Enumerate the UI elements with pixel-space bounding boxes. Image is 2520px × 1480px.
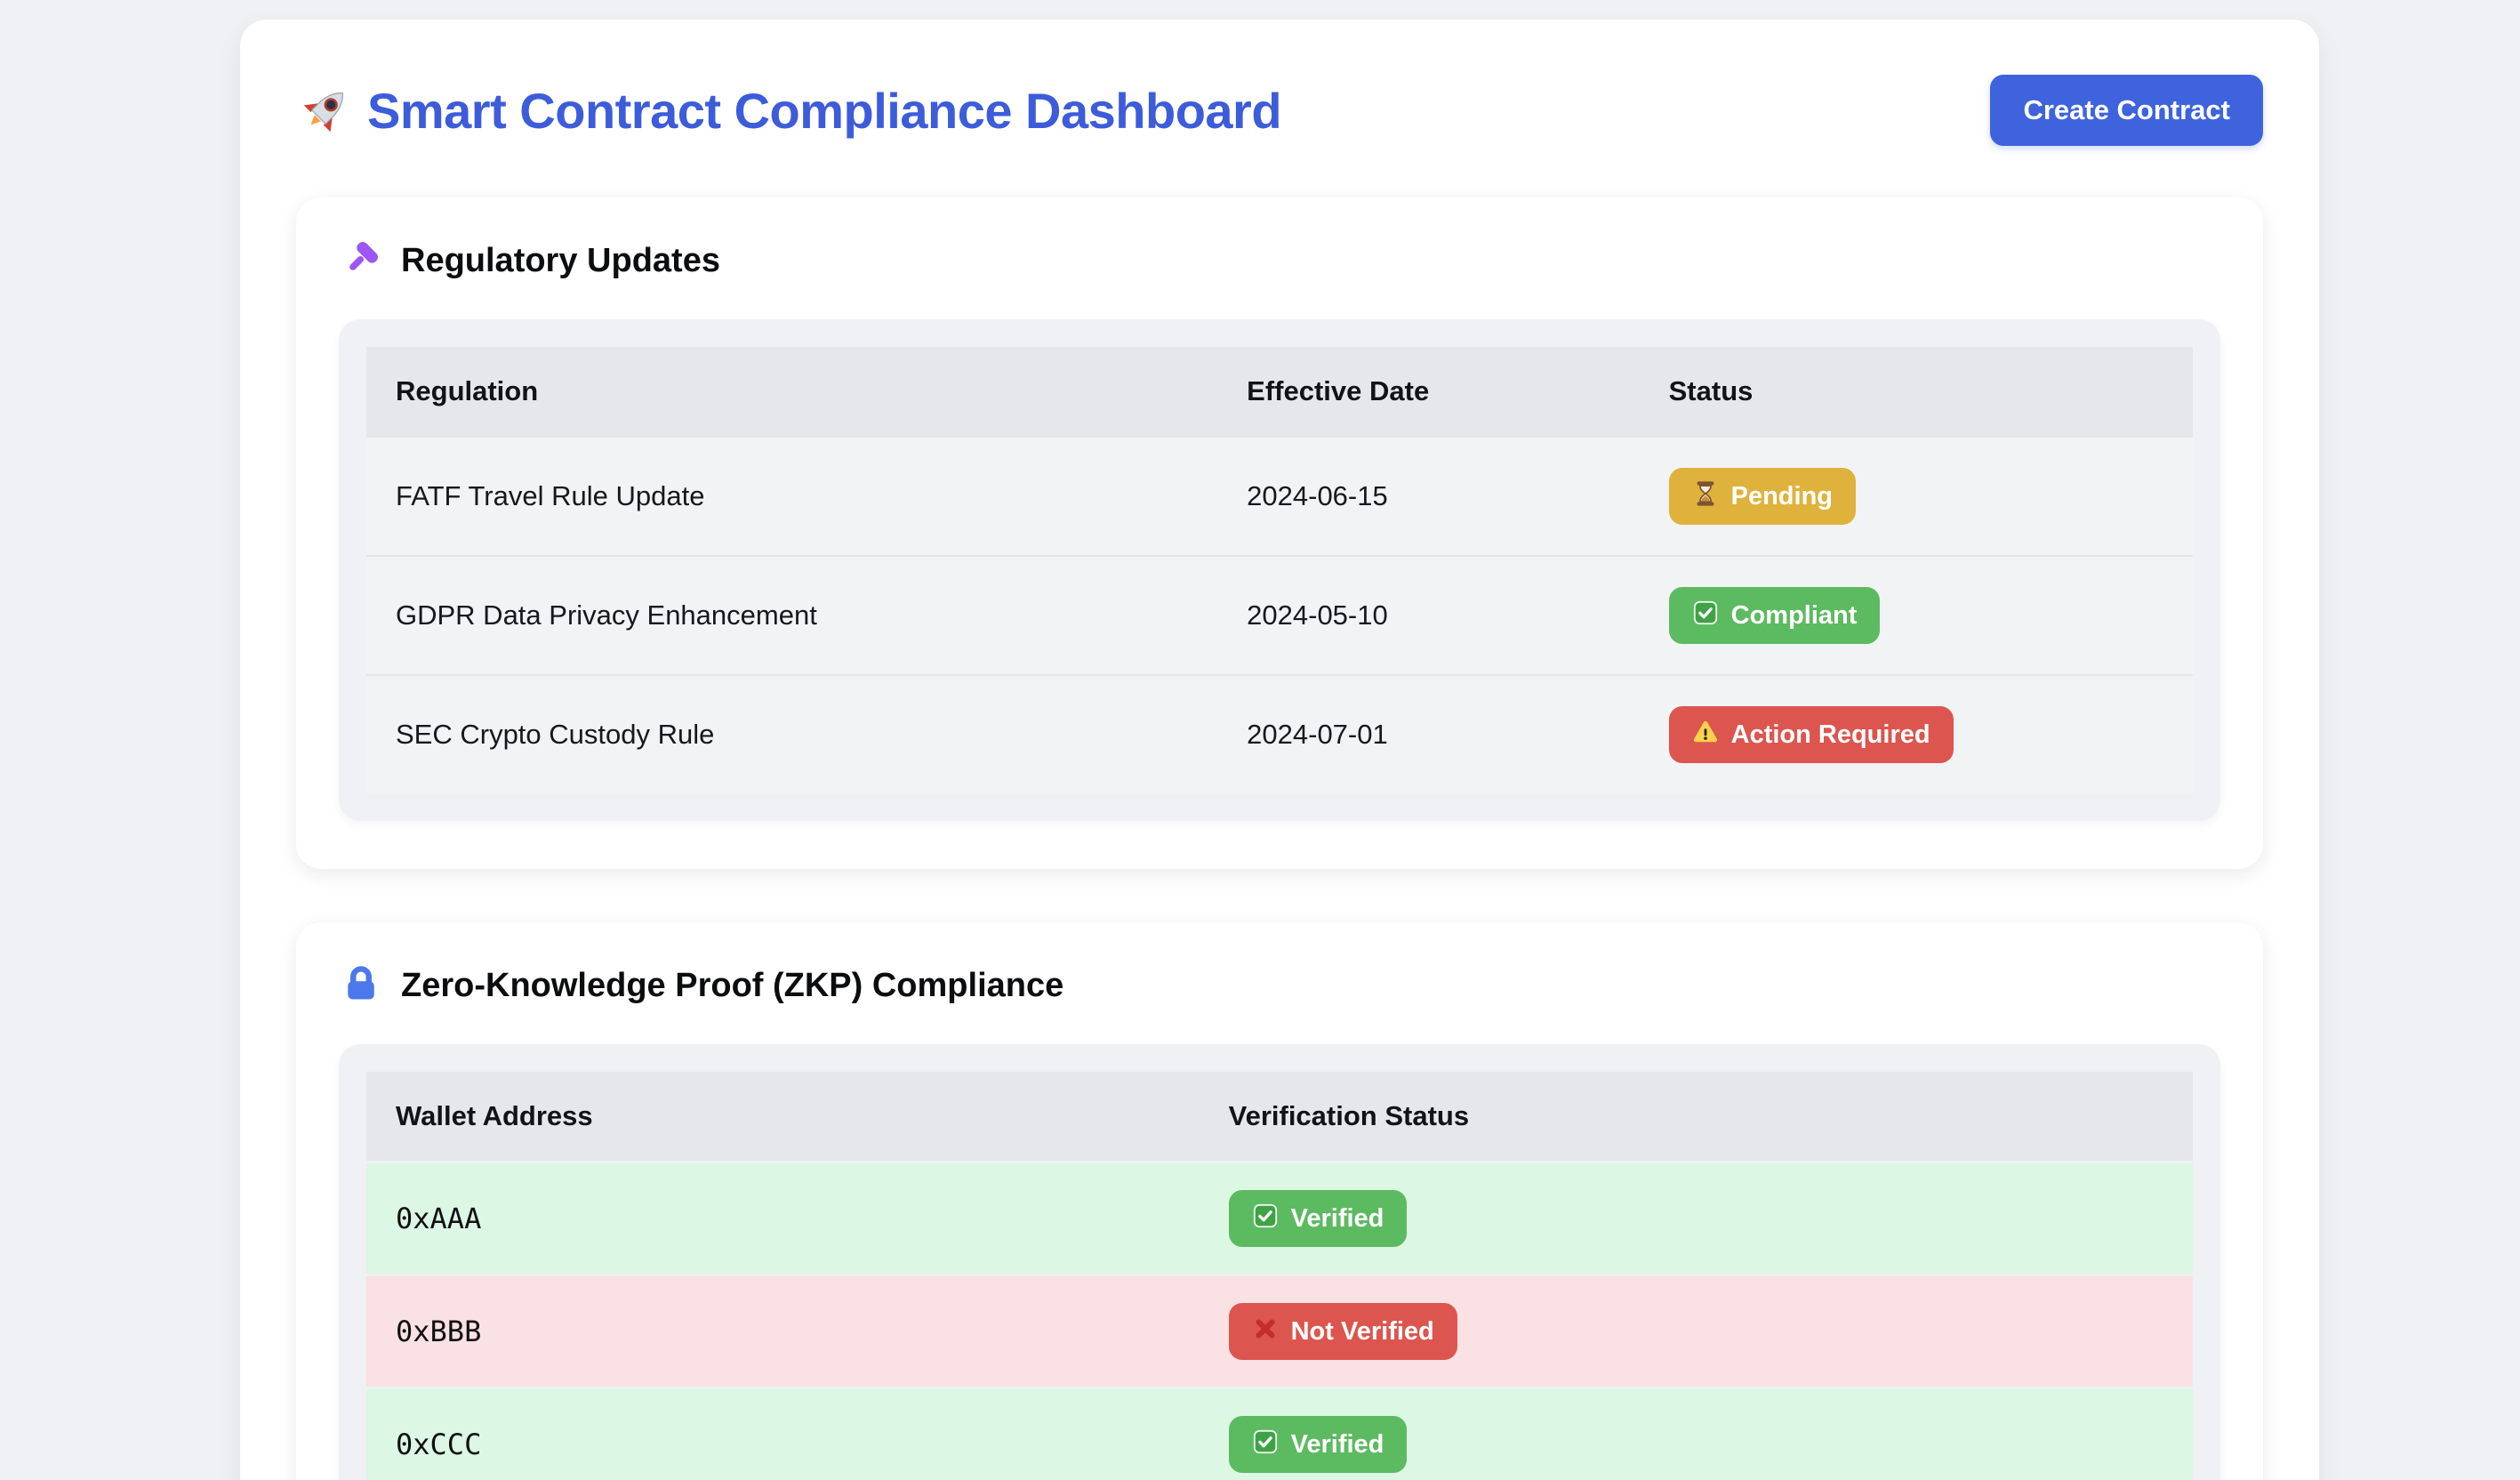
status-badge-label: Verified xyxy=(1290,1203,1384,1233)
status-badge: Verified xyxy=(1228,1190,1408,1247)
status-badge-label: Compliant xyxy=(1730,600,1858,630)
regulation-cell: FATF Travel Rule Update xyxy=(366,436,1218,556)
zkp-section-head: Zero-Knowledge Proof (ZKP) Compliance xyxy=(339,963,2220,1009)
check-icon xyxy=(1252,1202,1279,1235)
regulatory-table: Regulation Effective Date Status FATF Tr… xyxy=(366,347,2193,793)
wallet-address-cell: 0xAAA xyxy=(366,1161,1200,1275)
cross-icon xyxy=(1252,1315,1279,1347)
table-row: FATF Travel Rule Update 2024-06-15 xyxy=(366,436,2193,556)
regulatory-header-row: Regulation Effective Date Status xyxy=(366,347,2193,437)
status-badge: Pending xyxy=(1668,468,1857,525)
status-badge: Not Verified xyxy=(1228,1303,1457,1360)
rocket-icon xyxy=(303,84,351,137)
table-row: 0xAAA Verified xyxy=(366,1161,2193,1275)
table-row: 0xBBB Not Verified xyxy=(366,1274,2193,1388)
section-zkp-compliance: Zero-Knowledge Proof (ZKP) Compliance Wa… xyxy=(296,922,2263,1480)
check-icon xyxy=(1692,599,1719,631)
check-icon xyxy=(1252,1428,1279,1460)
create-contract-button[interactable]: Create Contract xyxy=(1990,75,2263,146)
gavel-icon xyxy=(341,238,381,284)
table-row: GDPR Data Privacy Enhancement 2024-05-10 xyxy=(366,555,2193,675)
verification-status-cell: Not Verified xyxy=(1199,1274,2193,1388)
zkp-table-shell: Wallet Address Verification Status 0xAAA xyxy=(339,1044,2220,1480)
section-regulatory-updates: Regulatory Updates Regulation Effective … xyxy=(296,197,2263,869)
status-cell: Action Required xyxy=(1639,674,2193,793)
table-row: SEC Crypto Custody Rule 2024-07-01 xyxy=(366,674,2193,793)
status-badge: Action Required xyxy=(1668,706,1954,763)
zkp-table: Wallet Address Verification Status 0xAAA xyxy=(366,1072,2193,1480)
regulatory-table-shell: Regulation Effective Date Status FATF Tr… xyxy=(339,319,2220,821)
regulation-cell: SEC Crypto Custody Rule xyxy=(366,674,1218,793)
status-cell: Pending xyxy=(1639,436,2193,556)
status-badge: Verified xyxy=(1228,1416,1408,1473)
status-badge-label: Pending xyxy=(1730,481,1834,511)
date-cell: 2024-06-15 xyxy=(1217,436,1640,556)
column-header-status: Status xyxy=(1639,347,2193,437)
date-cell: 2024-07-01 xyxy=(1217,674,1640,793)
status-badge-label: Action Required xyxy=(1730,720,1930,749)
verification-status-cell: Verified xyxy=(1199,1387,2193,1480)
lock-icon xyxy=(341,963,381,1009)
column-header-regulation: Regulation xyxy=(366,347,1218,437)
status-badge-label: Not Verified xyxy=(1290,1316,1434,1346)
status-cell: Compliant xyxy=(1639,555,2193,675)
status-badge-label: Verified xyxy=(1290,1429,1384,1459)
column-header-effective-date: Effective Date xyxy=(1217,347,1640,437)
status-badge: Compliant xyxy=(1668,587,1881,644)
page-title-wrap: Smart Contract Compliance Dashboard xyxy=(303,82,1282,140)
regulation-cell: GDPR Data Privacy Enhancement xyxy=(366,555,1218,675)
table-row: 0xCCC Verified xyxy=(366,1387,2193,1480)
wallet-address-cell: 0xBBB xyxy=(366,1274,1200,1388)
verification-status-cell: Verified xyxy=(1199,1161,2193,1275)
topbar: Smart Contract Compliance Dashboard Crea… xyxy=(296,75,2263,146)
page-title: Smart Contract Compliance Dashboard xyxy=(367,82,1282,139)
dashboard-card: Smart Contract Compliance Dashboard Crea… xyxy=(240,20,2319,1480)
zkp-header-row: Wallet Address Verification Status xyxy=(366,1072,2193,1162)
regulatory-section-head: Regulatory Updates xyxy=(339,238,2220,284)
wallet-address-cell: 0xCCC xyxy=(366,1387,1200,1480)
regulatory-section-title: Regulatory Updates xyxy=(401,242,720,279)
zkp-section-title: Zero-Knowledge Proof (ZKP) Compliance xyxy=(401,967,1064,1004)
warning-icon xyxy=(1692,719,1719,751)
column-header-verification-status: Verification Status xyxy=(1199,1072,2193,1162)
hourglass-icon xyxy=(1692,480,1719,512)
date-cell: 2024-05-10 xyxy=(1217,555,1640,675)
column-header-wallet-address: Wallet Address xyxy=(366,1072,1200,1162)
